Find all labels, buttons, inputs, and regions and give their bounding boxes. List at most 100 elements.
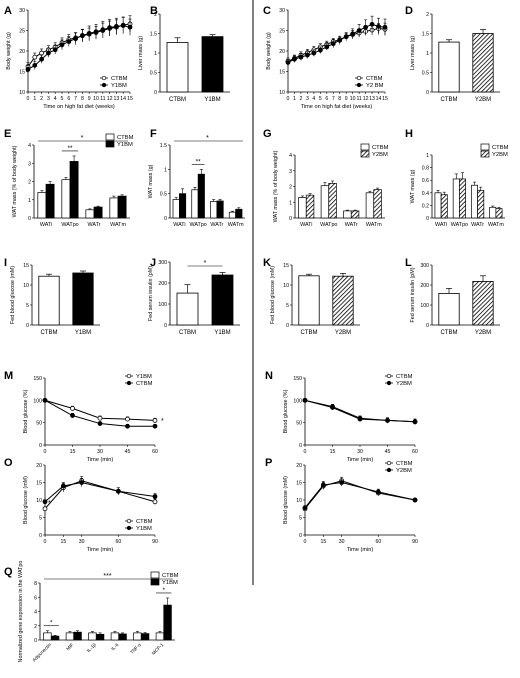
x-tick-label: 3: [306, 96, 309, 102]
bar: [373, 189, 382, 219]
significance-mark: ***: [103, 573, 111, 580]
x-tick-label: 2: [299, 96, 302, 102]
x-tick-label: WATm: [366, 222, 382, 228]
x-tick-label: CTBM: [41, 330, 58, 336]
y-axis-label: Fed serum insulin (pM): [148, 266, 154, 321]
legend-swatch: [150, 571, 160, 579]
x-tick-label: 3: [47, 96, 50, 102]
x-tick-label: WATi: [435, 222, 447, 228]
y-tick-label: 1.5: [422, 32, 429, 38]
data-point: [302, 397, 308, 403]
bar: [472, 280, 494, 326]
significance-mark: **: [67, 145, 73, 152]
y-tick-label: 1: [289, 200, 292, 206]
x-tick-label: 1: [33, 96, 36, 102]
y-tick-label: 0.5: [422, 71, 429, 77]
panel-label: E: [4, 128, 11, 140]
legend-marker: [126, 373, 132, 379]
y-axis-label: Fed blood glucose (mM): [10, 266, 16, 324]
x-tick-label: 7: [74, 96, 77, 102]
legend-label: CTBM: [136, 381, 153, 387]
bar: [471, 184, 478, 219]
data-point: [298, 54, 304, 60]
panel-label: D: [405, 5, 413, 17]
x-tick-label: Y1BM: [75, 330, 91, 336]
data-point: [127, 24, 133, 30]
x-tick-label: IL-6: [110, 642, 119, 651]
x-tick-label: 4: [312, 96, 315, 102]
bar: [210, 201, 218, 219]
y-tick-label: 10: [296, 498, 302, 504]
x-tick-label: WATpo: [451, 222, 468, 228]
y-tick-label: 100: [420, 303, 429, 309]
bar: [93, 206, 103, 219]
bar: [155, 632, 165, 641]
bar: [298, 275, 320, 326]
y-tick-label: 1: [154, 51, 157, 57]
y-tick-label: 50: [36, 421, 42, 427]
data-point: [320, 482, 326, 488]
x-tick-label: 15: [127, 96, 133, 102]
x-tick-label: 14: [376, 96, 382, 102]
legend-swatch: [360, 150, 370, 158]
legend-swatch: [480, 150, 490, 158]
y-axis-label: Fed blood glucose (mM): [270, 266, 276, 324]
y-tick-label: 0: [34, 638, 37, 644]
data-point: [292, 56, 297, 62]
legend-label: CTBM: [136, 519, 153, 525]
y-tick-label: 20: [296, 463, 302, 469]
y-tick-label: 200: [420, 283, 429, 289]
panel-K: K 0 5 10 15 Fed blood glucose (mM) CTBM Y2BM: [263, 257, 360, 336]
y-tick-label: 5: [26, 303, 29, 309]
panel-M: M 0 50 100 150 Blood glucose (%) Time (min) 0 15…: [4, 370, 158, 463]
data-point: [114, 23, 119, 29]
y-tick-label: 0: [299, 443, 302, 449]
x-tick-label: Y2BM: [475, 330, 491, 336]
y-tick-label: 0: [154, 90, 157, 96]
significance-mark: *: [162, 587, 165, 594]
bar: [109, 197, 119, 219]
x-tick-label: 6: [325, 96, 328, 102]
bar: [61, 179, 71, 219]
y-tick-label: 0: [28, 216, 31, 222]
series-2: [42, 477, 158, 505]
bar: [434, 192, 442, 219]
legend-marker: [356, 75, 362, 81]
x-tick-label: 15: [382, 96, 388, 102]
y-tick-label: 0: [164, 323, 167, 329]
legend-label: CTBM: [396, 461, 413, 467]
panel-label: A: [4, 5, 12, 17]
y-tick-label: 15: [279, 70, 285, 76]
data-point: [42, 506, 48, 512]
y-tick-label: 300: [158, 260, 167, 266]
y-tick-label: 2: [426, 12, 429, 18]
x-tick-label: 12: [107, 96, 113, 102]
series-line: [27, 25, 131, 70]
bar: [328, 183, 337, 219]
data-point: [412, 497, 418, 503]
y-tick-label: 1: [164, 167, 167, 173]
data-point: [152, 499, 158, 505]
x-tick-label: WATm: [228, 222, 244, 228]
y-axis-label: WAT mass (% of body weight): [12, 145, 18, 217]
panel-label: C: [263, 5, 271, 17]
x-tick-label: 30: [357, 449, 363, 455]
y-tick-label: 1: [28, 198, 31, 204]
x-tick-label: TNF-α: [129, 642, 142, 655]
bar: [197, 173, 205, 219]
data-point: [302, 505, 308, 511]
panel-label: L: [405, 257, 412, 269]
data-point: [152, 494, 158, 499]
x-axis-label: Time on high fat diet (weeks): [43, 104, 115, 110]
y-axis-label: WAT mass (% of body weight): [273, 150, 279, 222]
panel-label: I: [4, 257, 7, 269]
axes: 0 0.5 1 1.5 2 Liver mass (g): [410, 12, 500, 96]
y-tick-label: 25: [279, 29, 285, 35]
data-point: [107, 25, 112, 31]
data-point: [70, 405, 75, 411]
series-2: [285, 15, 388, 66]
data-point: [412, 419, 418, 425]
